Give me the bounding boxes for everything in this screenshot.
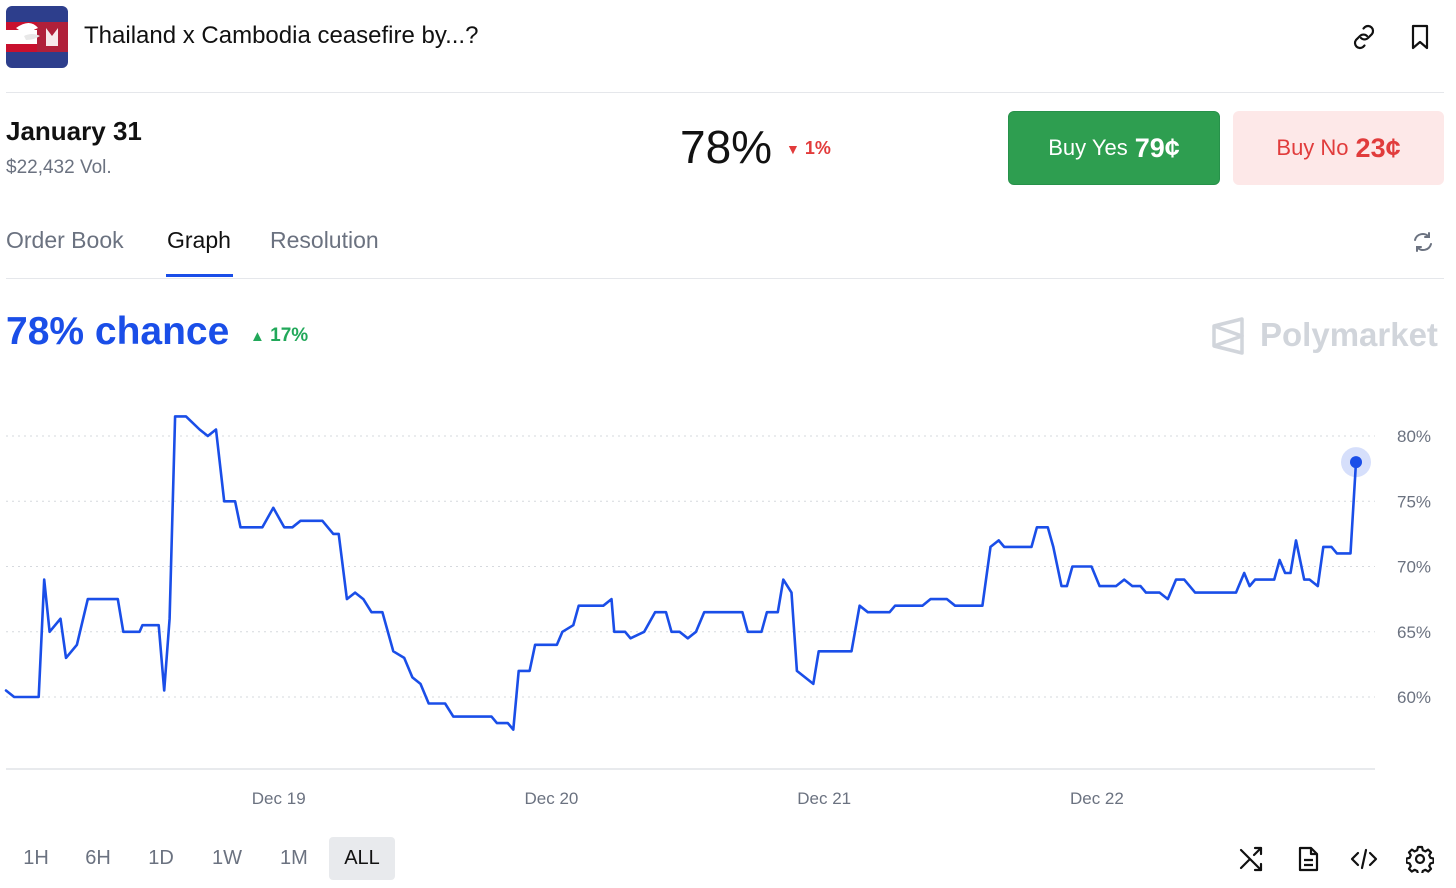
last-point-marker <box>1350 456 1362 469</box>
header-divider <box>6 92 1444 93</box>
buy-no-button[interactable]: Buy No 23¢ <box>1233 111 1444 185</box>
probability-change: ▼ 1% <box>786 138 831 159</box>
probability-change-value: 1% <box>804 138 831 158</box>
tab-graph[interactable]: Graph <box>167 227 231 253</box>
document-icon[interactable] <box>1294 845 1322 873</box>
market-flag-image <box>6 6 68 68</box>
chance-change: ▲ 17% <box>250 325 308 347</box>
bookmark-icon[interactable] <box>1406 23 1434 51</box>
y-tick-label: 60% <box>1397 688 1431 707</box>
y-tick-label: 80% <box>1397 427 1431 446</box>
polymarket-watermark: Polymarket <box>1260 316 1438 353</box>
range-1d[interactable]: 1D <box>148 847 174 869</box>
buy-yes-button[interactable]: Buy Yes 79¢ <box>1008 111 1220 185</box>
chance-headline: 78% chance <box>6 310 230 353</box>
price-history-chart: 60% 65% 70% 75% 80% Dec 19 Dec 20 Dec 21 Dec 22 <box>4 415 1431 808</box>
settings-icon[interactable] <box>1405 845 1435 876</box>
refresh-icon[interactable] <box>1410 229 1436 255</box>
volume-text: $22,432 Vol. <box>6 157 112 178</box>
range-1h[interactable]: 1H <box>23 847 49 869</box>
buy-no-label: Buy No <box>1276 135 1349 160</box>
buy-no-price: 23¢ <box>1355 132 1401 163</box>
market-title: Thailand x Cambodia ceasefire by...? <box>84 22 479 49</box>
link-icon[interactable] <box>1350 23 1378 51</box>
buy-yes-price: 79¢ <box>1134 132 1180 163</box>
x-tick-label: Dec 20 <box>525 789 579 808</box>
tabs-divider <box>6 278 1444 279</box>
active-tab-indicator <box>166 274 233 277</box>
range-1m[interactable]: 1M <box>280 847 308 869</box>
x-tick-label: Dec 21 <box>797 789 851 808</box>
embed-code-icon[interactable] <box>1350 845 1378 873</box>
range-6h[interactable]: 6H <box>85 847 111 869</box>
shuffle-icon[interactable] <box>1238 845 1266 873</box>
price-line <box>4 415 1358 731</box>
caret-down-icon: ▼ <box>786 141 800 157</box>
tab-resolution[interactable]: Resolution <box>270 227 379 253</box>
y-tick-label: 70% <box>1397 558 1431 577</box>
range-all[interactable]: ALL <box>329 837 395 880</box>
y-tick-label: 65% <box>1397 623 1431 642</box>
outcome-date: January 31 <box>6 116 142 146</box>
range-1w[interactable]: 1W <box>212 847 242 869</box>
probability-value: 78% <box>680 121 773 173</box>
y-tick-label: 75% <box>1397 492 1431 511</box>
x-tick-label: Dec 22 <box>1070 789 1124 808</box>
polymarket-logo-icon <box>1210 316 1248 356</box>
caret-up-icon: ▲ <box>250 328 265 345</box>
buy-yes-label: Buy Yes <box>1048 135 1128 160</box>
tab-order-book[interactable]: Order Book <box>6 227 124 253</box>
chance-change-value: 17% <box>270 325 309 346</box>
x-tick-label: Dec 19 <box>252 789 306 808</box>
